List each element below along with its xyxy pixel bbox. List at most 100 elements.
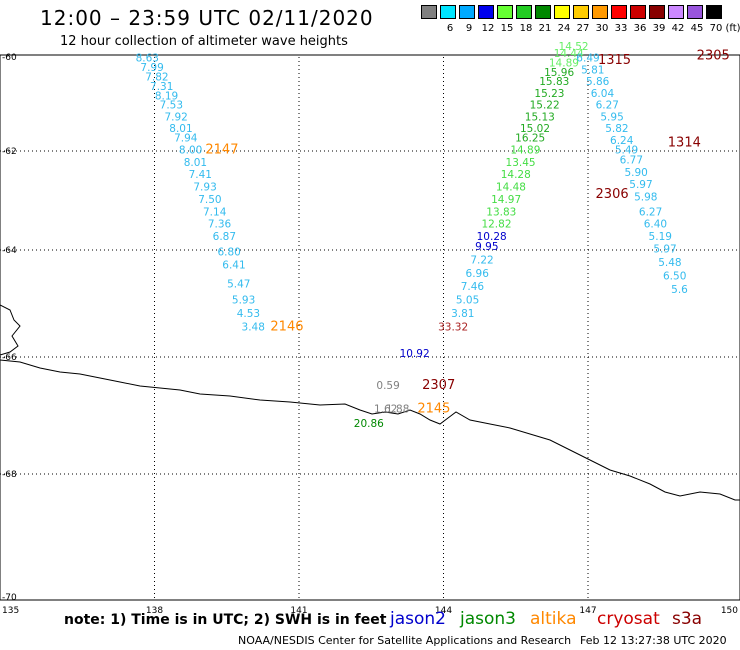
pass-number-label: 2306 xyxy=(596,187,629,202)
swh-value: 7.14 xyxy=(203,206,227,218)
swh-value: 10.92 xyxy=(400,348,430,360)
mission-jason3: jason3 xyxy=(460,609,516,629)
swh-value: 5.48 xyxy=(658,257,681,269)
swh-value: 9.95 xyxy=(475,241,498,253)
footer-note: note: 1) Time is in UTC; 2) SWH is in fe… xyxy=(64,612,387,628)
legend-tick-label: 18 xyxy=(519,23,533,34)
legend-tick-label: 39 xyxy=(652,23,666,34)
credit-line: NOAA/NESDIS Center for Satellite Applica… xyxy=(238,634,572,647)
swh-value: 5.97 xyxy=(629,179,652,191)
swh-value: 14.28 xyxy=(501,169,531,181)
longitude-label: 144 xyxy=(435,606,452,616)
swh-value: 8.19 xyxy=(155,90,178,102)
swh-value: 15.22 xyxy=(530,100,560,112)
swh-value: 14.52 xyxy=(559,41,589,53)
swh-value: 14.44 xyxy=(554,48,584,60)
swh-value: 15.23 xyxy=(534,88,564,100)
legend-swatch xyxy=(478,5,494,19)
swh-value: 15.96 xyxy=(544,67,574,79)
legend-swatch xyxy=(630,5,646,19)
swh-value: 15.02 xyxy=(520,123,550,135)
longitude-label: 147 xyxy=(579,606,596,616)
mission-altika: altika xyxy=(530,609,577,629)
legend-swatch xyxy=(687,5,703,19)
legend-tick-label: 42 xyxy=(671,23,685,34)
swh-value: 10.28 xyxy=(477,231,507,243)
altimeter-tracks: 8.637.997.827.318.197.537.928.017.948.00… xyxy=(136,41,689,430)
legend-tick-label: 12 xyxy=(481,23,495,34)
swh-value: 7.22 xyxy=(470,254,493,266)
graticule xyxy=(0,57,740,598)
legend-swatch xyxy=(497,5,513,19)
swh-value: 7.31 xyxy=(150,81,173,93)
latitude-label: -66 xyxy=(2,353,17,363)
swh-value: 3.48 xyxy=(242,321,265,333)
swh-value: 7.53 xyxy=(160,100,183,112)
longitude-label: 135 xyxy=(2,606,19,616)
swh-value: 5.81 xyxy=(581,64,604,76)
swh-value: 7.36 xyxy=(208,219,232,231)
longitude-labels: 135 138 141 144 147 150 xyxy=(2,606,738,616)
pass-number-label: 2147 xyxy=(205,142,238,157)
map-frame xyxy=(0,54,740,601)
swh-value: 15.83 xyxy=(539,76,569,88)
swh-value: 5.82 xyxy=(605,123,628,135)
legend-tick-label: 9 xyxy=(465,23,473,34)
swh-value: 8.01 xyxy=(169,123,192,135)
legend-tick-label: 15 xyxy=(500,23,514,34)
swh-value: 1.88 xyxy=(386,404,409,416)
swh-value: 6.87 xyxy=(213,231,236,243)
swh-value: 5.93 xyxy=(232,295,255,307)
swh-value: 33.32 xyxy=(438,321,468,333)
pass-number-label: 2307 xyxy=(422,378,455,393)
latitude-labels: -60 -62 -64 -66 -68 -70 xyxy=(2,53,17,603)
legend-swatch xyxy=(421,5,437,19)
longitude-label: 138 xyxy=(146,606,163,616)
swh-value: 5.6 xyxy=(671,284,688,296)
swh-value: 13.45 xyxy=(506,157,536,169)
legend-tick-label: 45 xyxy=(690,23,704,34)
legend-swatch xyxy=(516,5,532,19)
longitude-label: 150 xyxy=(721,606,738,616)
generated-timestamp: Feb 12 13:27:38 UTC 2020 xyxy=(580,634,727,647)
swh-value: 3.81 xyxy=(451,308,474,320)
swh-value: 7.50 xyxy=(198,194,221,206)
swh-value: 8.01 xyxy=(184,157,207,169)
swh-value: 14.89 xyxy=(510,144,540,156)
latitude-label: -64 xyxy=(2,246,17,256)
swh-value: 6.24 xyxy=(610,135,634,147)
swh-value: 20.86 xyxy=(354,418,384,430)
swh-value: 5.97 xyxy=(653,244,676,256)
swh-value: 6.40 xyxy=(644,219,667,231)
latitude-label: -70 xyxy=(2,593,17,603)
pass-number-label: 2146 xyxy=(270,319,303,334)
swh-value: 0.59 xyxy=(376,380,399,392)
legend-swatch xyxy=(649,5,665,19)
swh-value: 8.00 xyxy=(179,144,202,156)
legend-tick-label: 33 xyxy=(614,23,628,34)
legend-swatch xyxy=(554,5,570,19)
swh-value: 5.19 xyxy=(649,231,672,243)
swh-value: 13.83 xyxy=(486,206,516,218)
map-subtitle: 12 hour collection of altimeter wave hei… xyxy=(60,34,348,49)
swh-value: 7.93 xyxy=(193,182,216,194)
swh-value: 6.27 xyxy=(596,100,619,112)
legend-tick-label: 6 xyxy=(446,23,454,34)
mission-jason2: jason2 xyxy=(390,609,446,629)
legend-tick-label: 36 xyxy=(633,23,647,34)
swh-value: 7.41 xyxy=(189,169,212,181)
swh-value: 7.46 xyxy=(461,281,485,293)
legend-swatch xyxy=(706,5,722,19)
pass-labels: 2147 2146 2307 2145 1315 2305 1314 2306 xyxy=(205,48,729,416)
swh-value: 7.99 xyxy=(140,62,163,74)
legend-swatch xyxy=(459,5,475,19)
pass-number-label: 1315 xyxy=(598,53,631,68)
swh-value: 15.13 xyxy=(525,111,555,123)
swh-value: 6.77 xyxy=(620,154,643,166)
legend-tick-label: 30 xyxy=(595,23,609,34)
legend-swatch xyxy=(440,5,456,19)
legend-tick-label: 70 xyxy=(709,23,723,34)
swh-value: 12.82 xyxy=(481,219,511,231)
swh-value: 14.48 xyxy=(496,182,526,194)
